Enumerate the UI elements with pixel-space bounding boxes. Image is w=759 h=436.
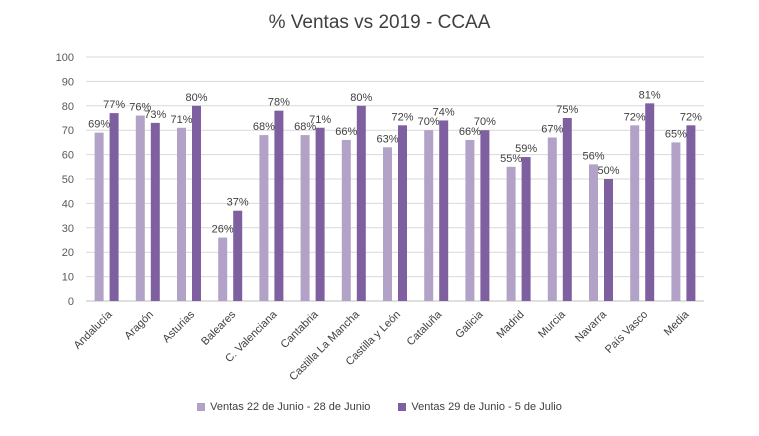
- legend-label-series-1: Ventas 22 de Junio - 28 de Junio: [210, 401, 371, 413]
- y-tick-label: 10: [62, 272, 74, 284]
- data-label: 50%: [597, 165, 619, 177]
- x-tick-label: Madrid: [494, 309, 526, 341]
- bar-series-1: [589, 164, 598, 301]
- data-label: 68%: [253, 121, 275, 133]
- bar-series-1: [300, 135, 310, 301]
- gridlines: [86, 56, 704, 302]
- bar-series-2: [356, 105, 366, 301]
- bar-series-2: [315, 127, 325, 301]
- bar-series-2: [604, 179, 613, 301]
- data-label: 56%: [582, 150, 604, 162]
- y-tick-label: 60: [62, 150, 74, 162]
- x-tick-label: Andalucía: [72, 308, 116, 352]
- data-label: 66%: [335, 126, 357, 138]
- data-label: 74%: [433, 106, 455, 118]
- x-tick-label: Galicia: [453, 308, 486, 341]
- y-tick-label: 70: [62, 125, 74, 137]
- legend: Ventas 22 de Junio - 28 de Junio Ventas …: [0, 401, 759, 413]
- y-tick-label: 30: [62, 223, 74, 235]
- data-label: 55%: [500, 153, 522, 165]
- x-tick-label: Baleares: [199, 308, 239, 348]
- data-label: 26%: [212, 224, 234, 236]
- bar-series-1: [465, 139, 475, 301]
- x-tick-label: Cantabria: [279, 308, 322, 351]
- data-label: 37%: [227, 197, 249, 209]
- data-label: 78%: [268, 97, 290, 109]
- y-tick-label: 80: [62, 101, 74, 113]
- bar-series-2: [439, 120, 449, 301]
- bar-series-1: [424, 130, 434, 301]
- bar-series-2: [192, 105, 201, 301]
- bar-series-1: [135, 115, 145, 301]
- bar-series-1: [259, 135, 269, 301]
- bar-series-1: [341, 139, 351, 301]
- x-tick-label: Aragón: [122, 309, 156, 343]
- bar-series-2: [109, 113, 119, 302]
- data-label: 80%: [350, 92, 372, 104]
- bar-series-2: [480, 130, 490, 301]
- data-label: 72%: [391, 111, 413, 123]
- data-label: 72%: [624, 111, 646, 123]
- data-label: 76%: [129, 102, 151, 114]
- data-label: 59%: [515, 143, 537, 155]
- data-label: 68%: [294, 121, 316, 133]
- bar-series-2: [274, 110, 284, 302]
- data-label: 70%: [418, 116, 440, 128]
- chart-title: % Ventas vs 2019 - CCAA: [268, 12, 491, 33]
- data-label: 80%: [185, 92, 207, 104]
- x-tick-label: Asturias: [161, 308, 198, 345]
- y-tick-label: 90: [62, 76, 74, 88]
- x-tick-label: Media: [662, 308, 692, 338]
- y-axis-ticks: 0 10 20 30 40 50 60 70 80 90 100: [56, 52, 74, 308]
- data-label: 65%: [665, 128, 687, 140]
- bar-series-1: [177, 127, 186, 301]
- bar-series-2: [645, 103, 655, 301]
- bar-series-1: [383, 147, 392, 301]
- y-tick-label: 20: [62, 247, 74, 259]
- data-label: 70%: [474, 116, 496, 128]
- data-label: 77%: [103, 99, 125, 111]
- data-label: 67%: [541, 124, 563, 136]
- x-tick-label: Cataluña: [405, 308, 445, 348]
- data-label: 71%: [170, 114, 192, 126]
- data-label: 73%: [144, 109, 166, 121]
- bar-series-1: [218, 237, 228, 301]
- y-tick-label: 40: [62, 198, 74, 210]
- y-tick-label: 0: [68, 296, 74, 308]
- legend-item-series-1: Ventas 22 de Junio - 28 de Junio: [197, 401, 370, 413]
- bar-series-1: [506, 166, 516, 301]
- data-label: 69%: [88, 119, 110, 131]
- legend-swatch-series-1: [197, 403, 206, 411]
- bar-series-1: [547, 137, 557, 301]
- data-label: 71%: [309, 114, 331, 126]
- y-tick-label: 50: [62, 174, 74, 186]
- data-label: 72%: [680, 111, 702, 123]
- x-tick-label: Murcia: [536, 308, 568, 340]
- x-tick-label: País Vasco: [603, 309, 650, 356]
- bars: [94, 103, 696, 302]
- legend-item-series-2: Ventas 29 de Junio - 5 de Julio: [398, 401, 562, 413]
- bar-series-2: [686, 125, 696, 301]
- data-label: 81%: [639, 89, 661, 101]
- x-tick-label: Castilla La Mancha: [287, 308, 362, 383]
- legend-label-series-2: Ventas 29 de Junio - 5 de Julio: [411, 401, 562, 413]
- data-label: 66%: [459, 126, 481, 138]
- bar-series-2: [150, 122, 160, 301]
- bar-series-2: [521, 157, 531, 301]
- bar-series-1: [94, 132, 104, 301]
- data-labels: 69%77% 76%73% 71%80%26%37%68%78%68%71%66%8…: [88, 89, 702, 235]
- bar-series-1: [671, 142, 681, 301]
- bar-series-2: [562, 118, 572, 301]
- y-tick-label: 100: [56, 52, 74, 64]
- data-label: 63%: [376, 133, 398, 145]
- bar-series-2: [398, 125, 407, 301]
- x-tick-label: Navarra: [573, 308, 610, 345]
- data-label: 75%: [556, 104, 578, 116]
- legend-swatch-series-2: [398, 403, 407, 411]
- bar-series-2: [233, 210, 243, 301]
- bar-series-1: [630, 125, 640, 301]
